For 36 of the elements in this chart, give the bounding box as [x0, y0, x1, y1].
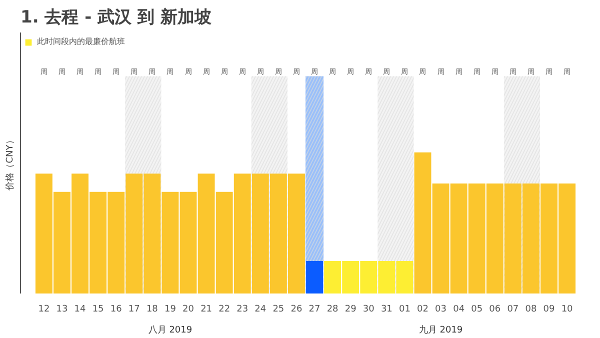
chart-title: 1. 去程 - 武汉 到 新加坡 — [20, 8, 212, 28]
x-tick-label: 17 — [128, 304, 140, 314]
x-tick-label: 24 — [254, 304, 266, 314]
x-tick-label: 15 — [92, 304, 104, 314]
x-tick-label: 28 — [326, 304, 339, 314]
x-tick-label: 06 — [489, 304, 501, 314]
x-tick-label: 22 — [218, 304, 230, 314]
y-axis-title: 价格（CNY） — [4, 136, 16, 192]
x-tick-label: 20 — [182, 304, 194, 314]
x-tick-label: 19 — [164, 304, 176, 314]
x-tick-label: 21 — [200, 304, 212, 314]
x-tick-label: 07 — [507, 304, 519, 314]
x-tick-label: 03 — [435, 304, 447, 314]
text: 九月 2019 — [418, 324, 463, 336]
x-tick-label: 13 — [56, 304, 68, 314]
x-tick-label: 30 — [362, 304, 375, 314]
x-tick-label: 10 — [561, 304, 574, 314]
x-tick-label: 12 — [38, 304, 50, 314]
x-tick-label: 26 — [290, 304, 302, 314]
x-tick-label: 04 — [453, 304, 465, 314]
x-tick-label: 02 — [417, 304, 428, 314]
x-tick-label: 23 — [236, 304, 248, 314]
x-tick-label: 14 — [74, 304, 86, 314]
x-tick-label: 16 — [110, 304, 122, 314]
legend-label: 此时间段内的最廉价航班 — [37, 36, 125, 47]
x-tick-label: 29 — [344, 304, 357, 314]
x-tick-label: 18 — [146, 304, 158, 314]
x-tick-label: 01 — [398, 304, 410, 314]
x-tick-label: 27 — [308, 304, 320, 314]
x-tick-label: 05 — [471, 304, 483, 314]
x-tick-label: 08 — [525, 304, 537, 314]
x-tick-label: 25 — [272, 304, 284, 314]
x-tick-label: 09 — [543, 304, 556, 314]
bar — [306, 261, 323, 294]
x-tick-label: 31 — [380, 304, 392, 314]
text: 八月 2019 — [148, 324, 192, 336]
